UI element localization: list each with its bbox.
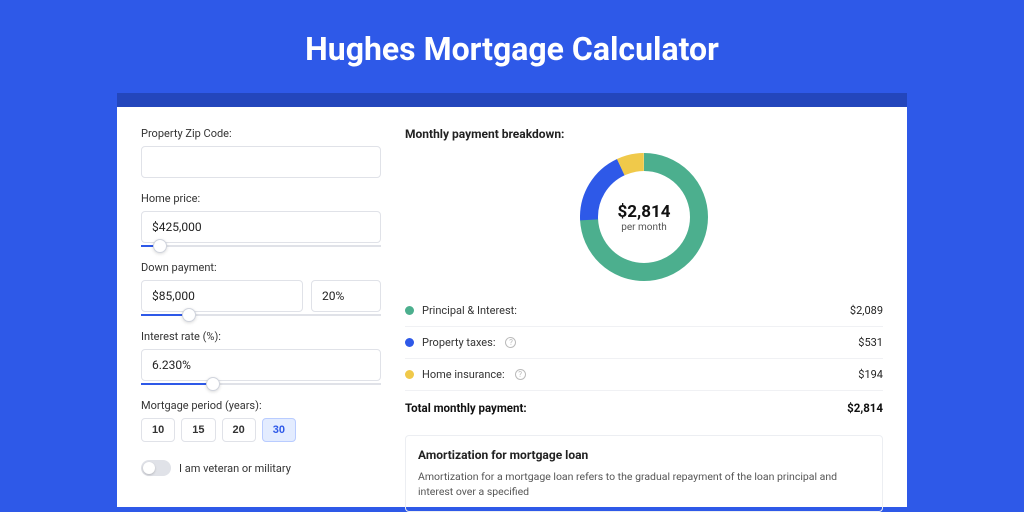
zip-field: Property Zip Code:	[141, 127, 381, 178]
total-label: Total monthly payment:	[405, 401, 527, 415]
interest-label: Interest rate (%):	[141, 330, 381, 343]
legend-row-principal: Principal & Interest: $2,089	[405, 295, 883, 327]
zip-input[interactable]	[141, 146, 381, 178]
legend-val-insurance: $194	[858, 368, 883, 381]
page-title: Hughes Mortgage Calculator	[0, 0, 1024, 93]
home-price-field: Home price: $425,000	[141, 192, 381, 247]
calculator-card: Property Zip Code: Home price: $425,000 …	[117, 107, 907, 507]
period-btn-30[interactable]: 30	[262, 418, 296, 442]
period-btn-10[interactable]: 10	[141, 418, 175, 442]
veteran-label: I am veteran or military	[179, 462, 291, 475]
donut-amount: $2,814	[618, 202, 671, 222]
donut-center: $2,814 per month	[580, 153, 708, 281]
toggle-knob	[143, 462, 155, 474]
period-btn-20[interactable]: 20	[222, 418, 256, 442]
zip-label: Property Zip Code:	[141, 127, 381, 140]
legend-label-principal: Principal & Interest:	[422, 304, 517, 317]
period-btn-15[interactable]: 15	[181, 418, 215, 442]
total-row: Total monthly payment: $2,814	[405, 391, 883, 425]
home-price-input[interactable]: $425,000	[141, 211, 381, 243]
period-label: Mortgage period (years):	[141, 399, 381, 412]
legend-label-taxes: Property taxes:	[422, 336, 495, 349]
veteran-row: I am veteran or military	[141, 460, 381, 476]
header-stripe	[117, 93, 907, 107]
slider-thumb[interactable]	[206, 377, 220, 391]
info-icon[interactable]: ?	[505, 337, 516, 348]
slider-thumb[interactable]	[182, 308, 196, 322]
donut-sub: per month	[621, 222, 667, 233]
donut-wrap: $2,814 per month	[405, 153, 883, 281]
form-panel: Property Zip Code: Home price: $425,000 …	[141, 127, 381, 487]
home-price-slider[interactable]	[141, 245, 381, 247]
amortization-text: Amortization for a mortgage loan refers …	[418, 470, 870, 499]
interest-input[interactable]: 6.230%	[141, 349, 381, 381]
legend-dot-insurance	[405, 370, 414, 379]
down-payment-field: Down payment: $85,000 20%	[141, 261, 381, 316]
legend-dot-principal	[405, 306, 414, 315]
period-buttons: 10 15 20 30	[141, 418, 381, 442]
amortization-title: Amortization for mortgage loan	[418, 448, 870, 462]
legend-val-principal: $2,089	[850, 304, 883, 317]
legend-row-insurance: Home insurance: ? $194	[405, 359, 883, 391]
slider-thumb[interactable]	[153, 239, 167, 253]
breakdown-panel: Monthly payment breakdown: $2,814 per mo…	[405, 127, 883, 487]
info-icon[interactable]: ?	[515, 369, 526, 380]
legend-label-insurance: Home insurance:	[422, 368, 505, 381]
legend-row-taxes: Property taxes: ? $531	[405, 327, 883, 359]
interest-slider[interactable]	[141, 383, 381, 385]
period-field: Mortgage period (years): 10 15 20 30	[141, 399, 381, 442]
interest-field: Interest rate (%): 6.230%	[141, 330, 381, 385]
down-payment-label: Down payment:	[141, 261, 381, 274]
down-payment-percent-input[interactable]: 20%	[311, 280, 381, 312]
amortization-block: Amortization for mortgage loan Amortizat…	[405, 435, 883, 512]
breakdown-title: Monthly payment breakdown:	[405, 127, 883, 141]
legend-dot-taxes	[405, 338, 414, 347]
home-price-label: Home price:	[141, 192, 381, 205]
donut-chart: $2,814 per month	[580, 153, 708, 281]
total-value: $2,814	[847, 401, 883, 415]
legend-val-taxes: $531	[858, 336, 883, 349]
veteran-toggle[interactable]	[141, 460, 171, 476]
down-payment-slider[interactable]	[141, 314, 381, 316]
down-payment-amount-input[interactable]: $85,000	[141, 280, 303, 312]
